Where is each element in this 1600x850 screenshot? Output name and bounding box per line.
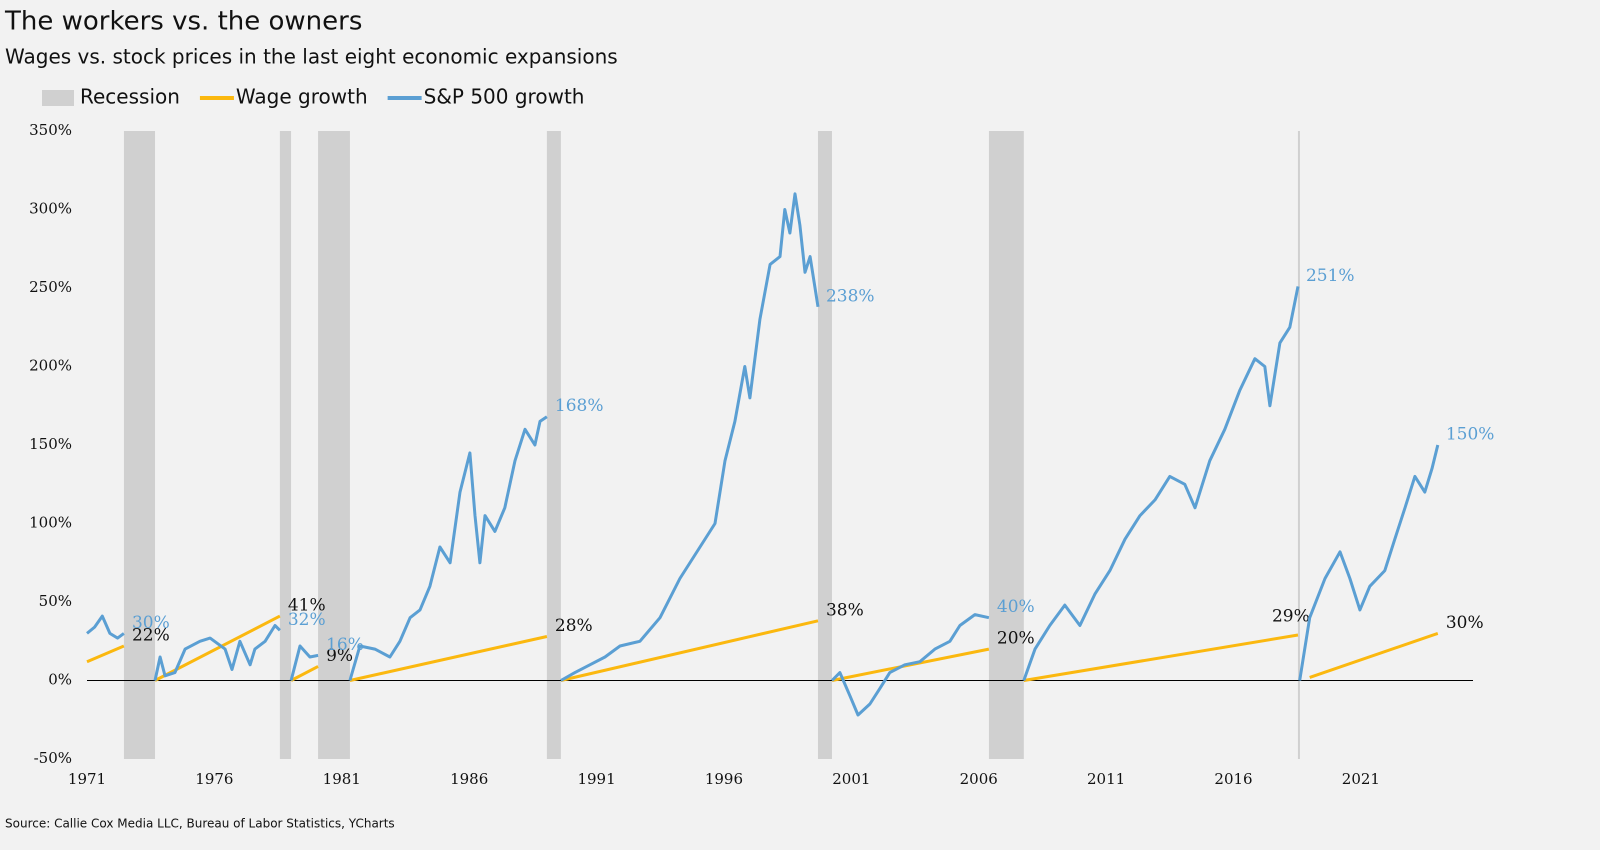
x-tick-label: 2011 <box>1087 770 1125 788</box>
chart-title: The workers vs. the owners <box>4 7 362 37</box>
x-tick-label: 1991 <box>577 770 615 788</box>
recession-band <box>279 131 292 759</box>
x-tick-label: 1971 <box>68 770 106 788</box>
recession-band <box>988 131 1024 759</box>
y-tick-label: 150% <box>29 435 72 453</box>
legend-swatch <box>42 90 74 106</box>
value-label: 20% <box>997 629 1035 649</box>
y-tick-label: 100% <box>29 514 72 532</box>
recession-band <box>817 131 832 759</box>
x-tick-label: 2006 <box>960 770 998 788</box>
y-tick-label: 300% <box>29 200 72 218</box>
series-line <box>86 192 1440 717</box>
value-label: 28% <box>555 616 593 636</box>
x-tick-label: 2001 <box>832 770 870 788</box>
y-tick-label: 0% <box>48 671 72 689</box>
recession-band <box>546 131 561 759</box>
x-tick-label: 1996 <box>705 770 743 788</box>
value-label: 16% <box>326 635 364 655</box>
x-tick-label: 1981 <box>323 770 361 788</box>
value-label: 251% <box>1306 266 1355 286</box>
legend-label: Wage growth <box>236 85 368 109</box>
value-label: 22% <box>132 625 170 645</box>
y-tick-label: -50% <box>34 749 72 767</box>
source: Source: Callie Cox Media LLC, Bureau of … <box>5 817 395 831</box>
y-tick-label: 50% <box>39 592 72 610</box>
legend-label: Recession <box>80 85 180 109</box>
legend-label: S&P 500 growth <box>424 85 585 109</box>
x-tick-label: 1986 <box>450 770 488 788</box>
value-label: 41% <box>288 596 326 616</box>
value-label: 30% <box>132 613 170 633</box>
value-label: 9% <box>326 646 353 666</box>
value-label: 168% <box>555 396 604 416</box>
chart-subtitle: Wages vs. stock prices in the last eight… <box>5 45 618 69</box>
recession-band <box>1297 131 1300 759</box>
x-tick-label: 2021 <box>1342 770 1380 788</box>
y-tick-label: 250% <box>29 278 72 296</box>
x-tick-label: 2016 <box>1214 770 1252 788</box>
y-tick-label: 200% <box>29 357 72 375</box>
value-label: 30% <box>1446 613 1484 633</box>
value-label: 150% <box>1446 425 1495 445</box>
value-label: 40% <box>997 597 1035 617</box>
y-tick-label: 350% <box>29 121 72 139</box>
value-label: 32% <box>288 610 326 630</box>
value-label: 29% <box>1272 606 1310 626</box>
recession-band <box>318 131 350 759</box>
x-tick-label: 1976 <box>195 770 233 788</box>
value-label: 38% <box>826 600 864 620</box>
recession-band <box>123 131 156 759</box>
value-label: 238% <box>826 286 875 306</box>
